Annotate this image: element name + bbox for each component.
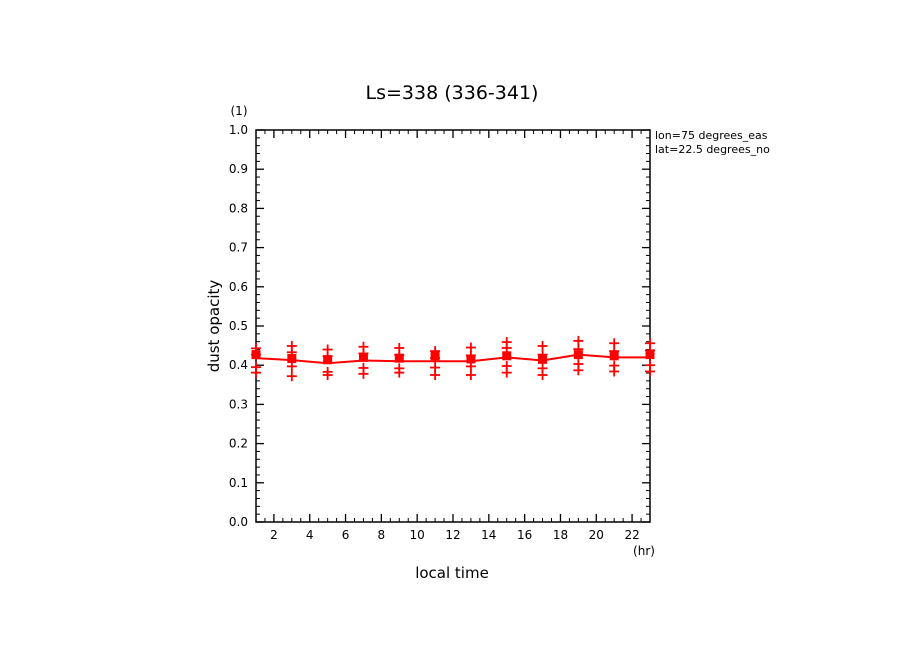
mean-marker <box>645 350 655 360</box>
x-tick-label: 16 <box>517 528 532 542</box>
x-tick-label: 14 <box>481 528 496 542</box>
x-tick-label: 2 <box>270 528 278 542</box>
x-axis-label: local time <box>415 564 489 582</box>
y-tick-label: 0.4 <box>229 358 248 372</box>
mean-marker <box>323 355 333 365</box>
x-tick-label: 10 <box>410 528 425 542</box>
y-tick-label: 0.3 <box>229 397 248 411</box>
x-tick-label: 22 <box>624 528 639 542</box>
y-tick-label: 0.5 <box>229 319 248 333</box>
y-unit-label: (1) <box>231 104 248 118</box>
chart-title: Ls=338 (336-341) <box>366 82 539 104</box>
x-tick-label: 18 <box>553 528 568 542</box>
lon-annotation: lon=75 degrees_eas <box>655 129 768 142</box>
mean-marker <box>466 354 476 364</box>
x-unit-label: (hr) <box>633 544 655 558</box>
y-tick-label: 0.2 <box>229 437 248 451</box>
y-tick-label: 0.1 <box>229 476 248 490</box>
mean-marker <box>358 352 368 362</box>
y-axis-label: dust opacity <box>205 280 223 373</box>
x-tick-label: 4 <box>306 528 314 542</box>
mean-marker <box>394 353 404 363</box>
y-tick-label: 1.0 <box>229 123 248 137</box>
y-tick-label: 0.7 <box>229 241 248 255</box>
mean-marker <box>430 351 440 361</box>
y-tick-label: 0.9 <box>229 162 248 176</box>
x-tick-label: 8 <box>378 528 386 542</box>
mean-marker <box>502 351 512 361</box>
mean-marker <box>609 351 619 361</box>
y-tick-label: 0.0 <box>229 515 248 529</box>
mean-marker <box>573 350 583 360</box>
mean-marker <box>287 354 297 364</box>
x-tick-label: 6 <box>342 528 350 542</box>
y-tick-label: 0.8 <box>229 201 248 215</box>
mean-marker <box>251 350 261 360</box>
data-layer <box>251 335 655 382</box>
axis-ticks: 0.0 0.1 0.2 0.3 0.4 0.5 0.6 0.7 0.8 0.9 1.0 2 4 6 8 10 1… <box>229 123 651 542</box>
x-tick-label: 12 <box>445 528 460 542</box>
mean-marker <box>538 354 548 364</box>
series-line <box>255 353 650 365</box>
y-tick-label: 0.6 <box>229 280 248 294</box>
plot-frame <box>255 129 651 523</box>
x-tick-label: 20 <box>589 528 604 542</box>
lat-annotation: lat=22.5 degrees_no <box>655 143 770 156</box>
